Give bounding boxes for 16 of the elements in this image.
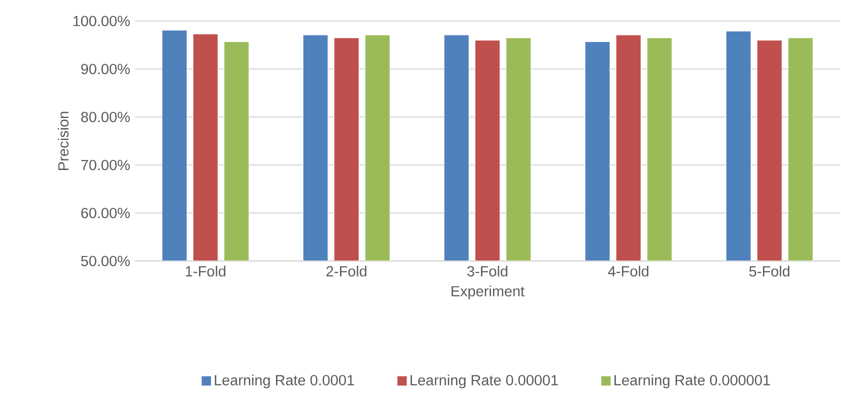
y-axis-title: Precision	[58, 112, 69, 170]
x-tick-label: 3-Fold	[467, 266, 508, 276]
x-tick-label: 4-Fold	[608, 266, 648, 276]
legend-label: Learning Rate 0.000001	[614, 374, 770, 388]
x-axis-title: Experiment	[452, 286, 524, 300]
y-tick-label: 100.00%	[74, 16, 130, 26]
y-tick-label: 60.00%	[81, 208, 130, 218]
y-tick-label: 80.00%	[81, 112, 130, 122]
y-tick-label: 90.00%	[81, 64, 130, 74]
y-tick-label: 70.00%	[81, 160, 130, 170]
x-tick-label: 1-Fold	[186, 266, 226, 276]
x-tick-label: 5-Fold	[749, 266, 790, 276]
legend-label: Learning Rate 0.00001	[410, 374, 558, 388]
legend-label: Learning Rate 0.0001	[214, 374, 354, 388]
x-tick-label: 2-Fold	[326, 266, 366, 276]
y-tick-label: 50.00%	[81, 256, 130, 266]
